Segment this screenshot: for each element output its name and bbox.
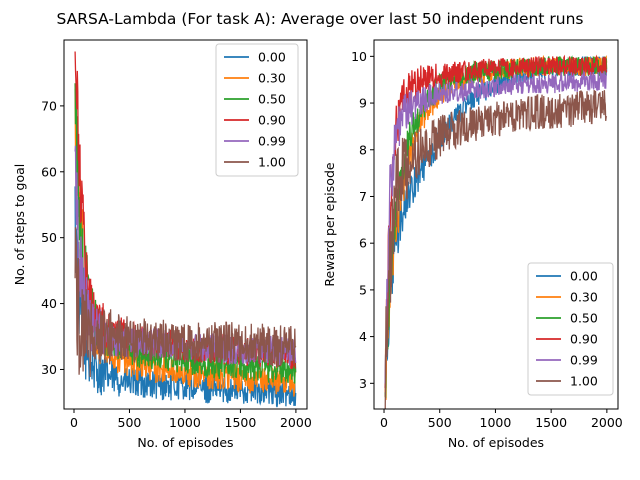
y-tick-label: 50	[41, 230, 57, 245]
legend-label: 0.50	[258, 92, 286, 107]
legend-label: 0.00	[258, 50, 286, 65]
x-tick-label: 2000	[280, 415, 312, 430]
legend-label: 0.99	[258, 134, 286, 149]
x-tick-label: 500	[118, 415, 142, 430]
x-tick-label: 2000	[591, 415, 623, 430]
y-tick-label: 5	[359, 282, 367, 297]
x-axis-label: No. of episodes	[448, 435, 544, 450]
legend-box	[215, 43, 299, 177]
y-tick-label: 7	[359, 189, 367, 204]
series-line-1.00	[74, 227, 297, 378]
y-tick-label: 10	[351, 49, 367, 64]
y-tick-label: 8	[359, 142, 367, 157]
y-tick-label: 30	[41, 362, 57, 377]
y-tick-label: 40	[41, 296, 57, 311]
x-tick-label: 1500	[225, 415, 257, 430]
y-tick-label: 4	[359, 329, 367, 344]
legend-label: 0.90	[258, 113, 286, 128]
plot-frame	[63, 39, 308, 410]
plot-frame	[373, 39, 619, 410]
steps-chart-panel: 0 500 1000 1500 2000 30 40 50 60 70 No. of episode…	[12, 39, 312, 450]
x-tick-label: 1500	[535, 415, 567, 430]
legend: 0.00 0.30 0.50 0.90 0.99 1.00	[527, 262, 614, 396]
legend-label: 0.50	[570, 311, 598, 326]
y-tick-label: 70	[41, 98, 57, 113]
series-line-0.00	[74, 186, 297, 408]
legend-label: 0.30	[258, 71, 286, 86]
legend-label: 1.00	[258, 155, 286, 170]
y-tick-label: 3	[359, 376, 367, 391]
x-tick-label: 1000	[169, 415, 201, 430]
series-line-0.90	[384, 54, 608, 389]
legend-label: 0.00	[570, 269, 598, 284]
reward-chart-panel: 0 500 1000 1500 2000 3 4 5 6 7 8 9 10 No. of episodes…	[322, 39, 623, 450]
y-axis-label: Reward per episode	[322, 162, 337, 286]
legend-label: 0.99	[570, 353, 598, 368]
x-tick-label: 0	[380, 415, 388, 430]
y-tick-label: 9	[359, 96, 367, 111]
legend-label: 0.90	[570, 332, 598, 347]
legend: 0.00 0.30 0.50 0.90 0.99 1.00	[215, 43, 299, 177]
legend-box	[527, 262, 614, 396]
series-line-0.99	[384, 69, 608, 384]
x-tick-label: 0	[70, 415, 78, 430]
y-axis-label: No. of steps to goal	[12, 164, 27, 286]
series-line-1.00	[384, 89, 608, 409]
y-tick-label: 60	[41, 164, 57, 179]
legend-label: 1.00	[570, 374, 598, 389]
y-tick-label: 6	[359, 236, 367, 251]
legend-label: 0.30	[570, 290, 598, 305]
x-tick-label: 500	[428, 415, 452, 430]
x-axis-label: No. of episodes	[137, 435, 233, 450]
x-tick-label: 1000	[480, 415, 512, 430]
figure-title: SARSA-Lambda (For task A): Average over …	[57, 10, 584, 28]
